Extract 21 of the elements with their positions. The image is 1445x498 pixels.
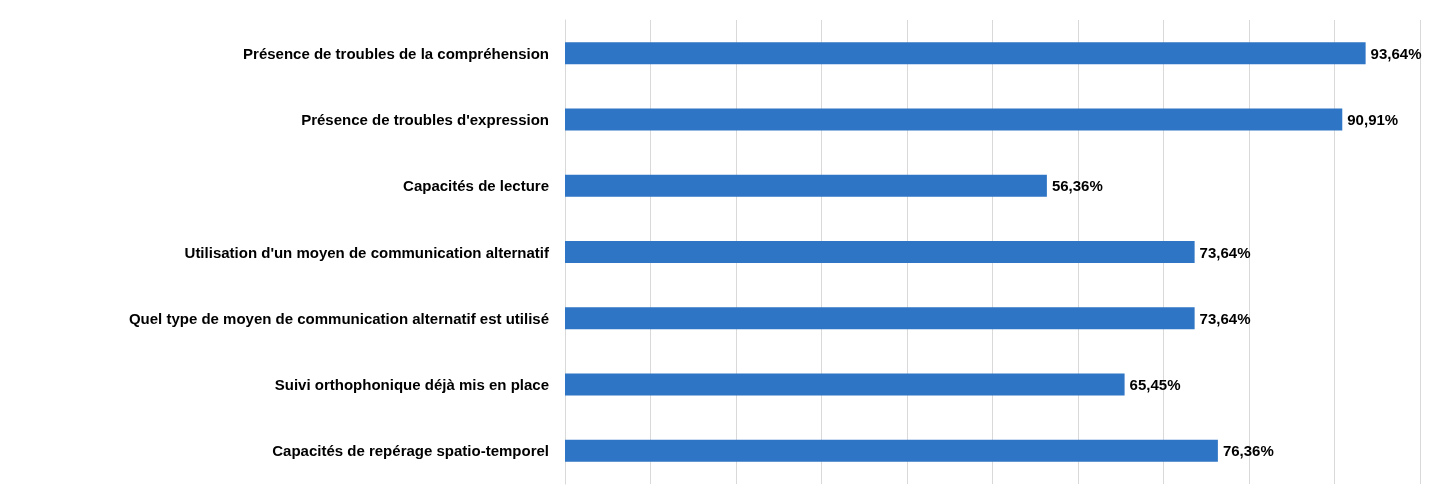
bar (565, 108, 1343, 131)
bar (565, 42, 1366, 65)
bar (565, 439, 1218, 462)
data-label: 93,64% (1370, 44, 1422, 62)
y-tick-label: Suivi orthophonique déjà mis en place (274, 376, 549, 394)
data-label: 73,64% (1199, 243, 1251, 261)
data-label: 65,45% (1129, 376, 1181, 394)
bar (565, 241, 1195, 263)
data-label: 76,36% (1222, 442, 1274, 460)
y-tick-label: Utilisation d'un moyen de communication alternatif (184, 243, 550, 261)
bar (565, 373, 1125, 396)
data-label: 73,64% (1199, 309, 1251, 327)
y-tick-label: Présence de troubles de la compréhension (243, 44, 549, 62)
data-label: 56,36% (1051, 177, 1103, 195)
y-tick-label: Capacités de repérage spatio-temporel (272, 442, 549, 460)
y-tick-label: Capacités de lecture (403, 177, 549, 195)
data-label: 90,91% (1347, 110, 1399, 128)
y-tick-label: Quel type de moyen de communication alternatif est utilisé (128, 309, 549, 327)
bar (565, 174, 1047, 197)
y-tick-label: Présence de troubles d'expression (301, 110, 549, 128)
bar (565, 307, 1195, 330)
